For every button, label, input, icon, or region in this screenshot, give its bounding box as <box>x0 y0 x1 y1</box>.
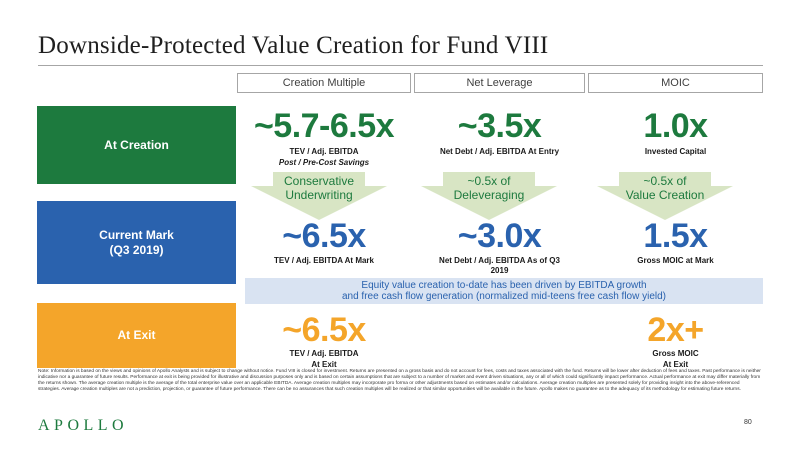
row-label-at-creation: At Creation <box>37 106 236 184</box>
exit-moic-value: 2x+ <box>647 311 704 349</box>
arrow-label-creation-multiple-line1: Conservative <box>283 174 355 188</box>
row-label-current-mark: Current Mark (Q3 2019) <box>37 201 236 284</box>
exit-moic-sublabel: At Exit <box>662 360 689 369</box>
current-leverage-value: ~3.0x <box>457 217 542 255</box>
current-moic-label: Gross MOIC at Mark <box>637 256 714 265</box>
current-leverage-sublabel: 2019 <box>490 266 509 275</box>
arrow-label-moic-line2: Value Creation <box>625 188 705 202</box>
current-multiple-value: ~6.5x <box>282 217 366 255</box>
creation-multiple-value: ~5.7-6.5x <box>253 107 395 145</box>
arrow-down-icon-net-leverage <box>421 172 557 220</box>
arrow-label-net-leverage: ~0.5x of Deleveraging <box>421 174 557 202</box>
row-label-current-mark-line1: Current Mark <box>99 227 174 242</box>
arrow-label-moic-line1: ~0.5x of <box>643 174 687 188</box>
row-label-at-exit: At Exit <box>37 303 236 368</box>
creation-leverage-label: Net Debt / Adj. EBITDA At Entry <box>439 147 560 156</box>
current-leverage-label: Net Debt / Adj. EBITDA As of Q3 <box>439 256 560 265</box>
row-label-at-exit-text: At Exit <box>117 328 156 342</box>
apollo-logo: APOLLO <box>38 417 129 434</box>
row-label-at-creation-text: At Creation <box>104 137 169 152</box>
creation-moic-value: 1.0x <box>643 107 708 145</box>
value-creation-banner: Equity value creation to-date has been d… <box>245 278 763 304</box>
arrow-label-creation-multiple-line2: Underwriting <box>285 188 353 202</box>
arrow-label-net-leverage-line1: ~0.5x of <box>467 174 511 188</box>
disclaimer-note: Note: Information is based on the views … <box>38 369 761 393</box>
page-number: 80 <box>744 419 752 426</box>
creation-moic-label: Invested Capital <box>644 147 707 156</box>
creation-multiple-label: TEV / Adj. EBITDA <box>289 147 359 156</box>
column-header-moic: MOIC <box>588 73 763 93</box>
exit-multiple-sublabel: At Exit <box>311 360 337 369</box>
banner-line1: Equity value creation to-date has been d… <box>361 280 647 291</box>
banner-line2: and free cash flow generation (normalize… <box>341 291 667 302</box>
creation-multiple-sublabel: Post / Pre-Cost Savings <box>278 158 370 167</box>
arrow-down-icon-moic <box>597 172 733 220</box>
row-label-current-mark-line2: (Q3 2019) <box>109 242 164 257</box>
column-header-creation-multiple: Creation Multiple <box>237 73 411 93</box>
creation-leverage-value: ~3.5x <box>457 107 542 145</box>
arrow-down-icon-creation-multiple <box>251 172 387 220</box>
current-moic-value: 1.5x <box>643 217 708 255</box>
column-header-net-leverage: Net Leverage <box>414 73 585 93</box>
exit-multiple-label: TEV / Adj. EBITDA <box>289 349 359 358</box>
exit-moic-label: Gross MOIC <box>652 349 699 358</box>
arrow-label-moic: ~0.5x of Value Creation <box>597 174 733 202</box>
page-title: Downside-Protected Value Creation for Fu… <box>38 32 549 59</box>
arrow-label-creation-multiple: Conservative Underwriting <box>251 174 387 202</box>
current-multiple-label: TEV / Adj. EBITDA At Mark <box>273 256 374 265</box>
title-divider <box>38 65 763 66</box>
arrow-label-net-leverage-line2: Deleveraging <box>453 188 525 202</box>
exit-multiple-value: ~6.5x <box>282 311 366 349</box>
